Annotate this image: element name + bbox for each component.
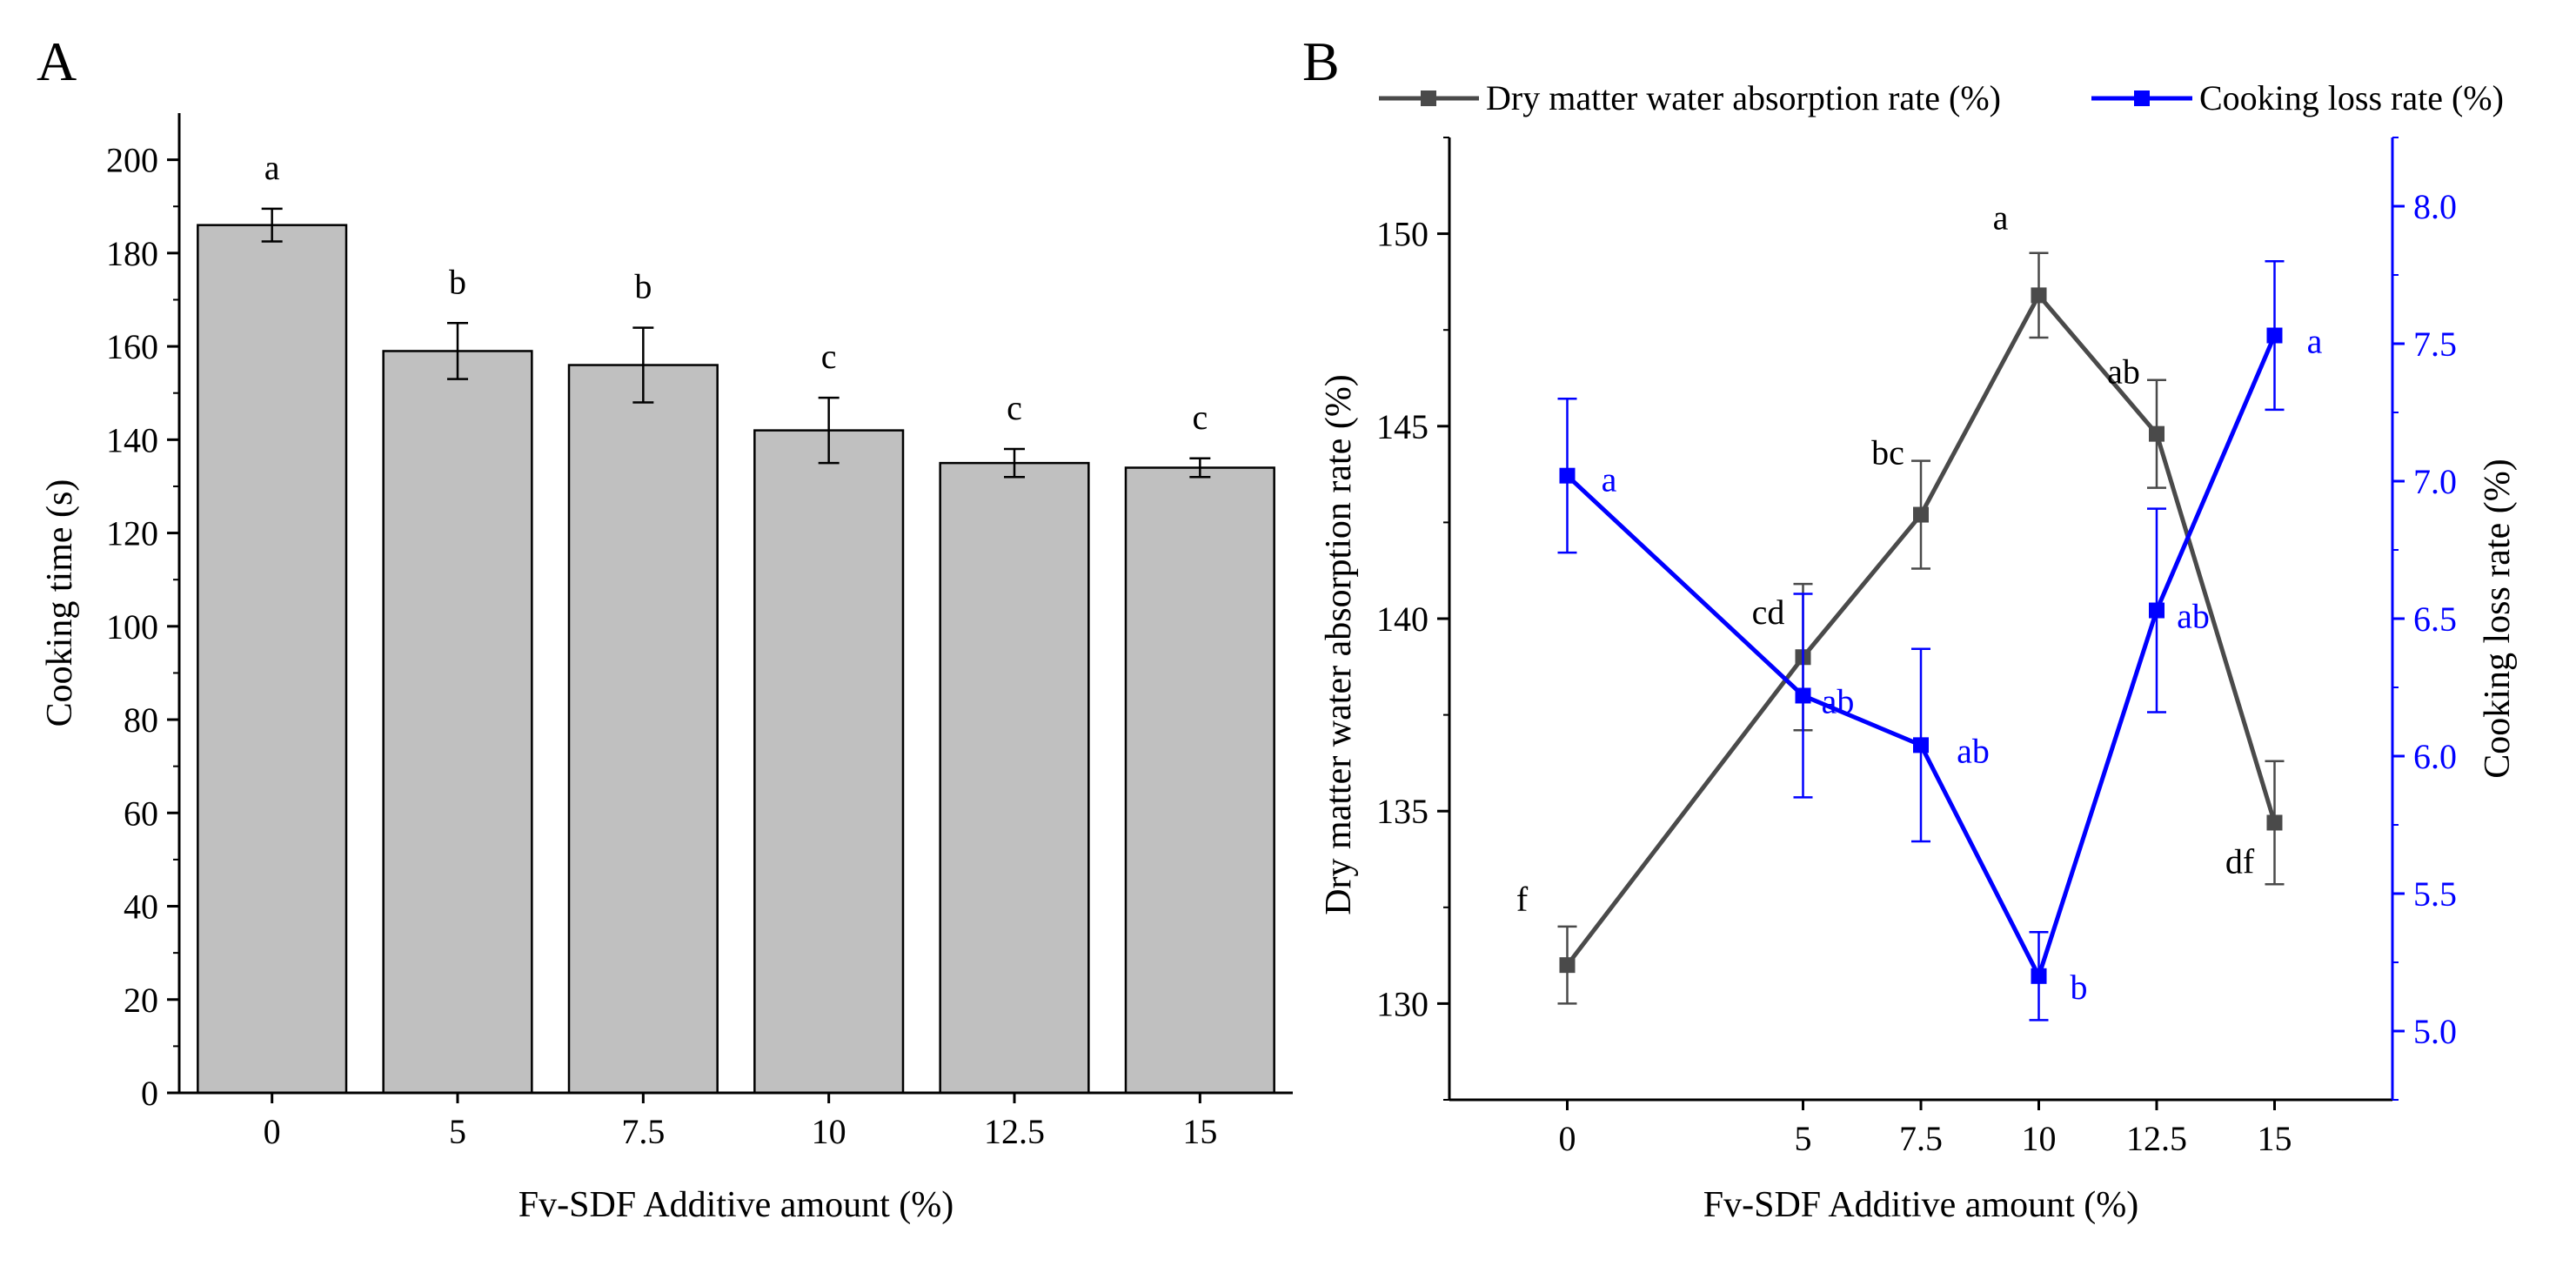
significance-label: a xyxy=(1602,460,1617,499)
panel-b-x-axis-title: Fv-SDF Additive amount (%) xyxy=(1703,1185,2139,1225)
panel-b-legend: Dry matter water absorption rate (%) Coo… xyxy=(1379,78,2504,117)
panel-a-y-tick-label: 80 xyxy=(124,700,158,740)
panel-a-x-tick-label: 10 xyxy=(812,1112,846,1151)
panel-a-y-tick-label: 100 xyxy=(106,607,158,646)
panel-a-letter: A xyxy=(37,30,77,92)
significance-label: ab xyxy=(2177,597,2210,636)
panel-a-y-tick-label: 20 xyxy=(124,981,158,1020)
data-point xyxy=(2149,425,2165,442)
panel-a-bars: a b b c c c xyxy=(197,148,1275,1095)
panel-a-x-tick-label: 5 xyxy=(449,1112,466,1151)
panel-a-y-tick-label: 140 xyxy=(106,420,158,459)
panel-a-y-tick-label: 60 xyxy=(124,794,158,833)
panel-b-left-y-tick-label: 135 xyxy=(1376,792,1429,831)
significance-label-7.5: b xyxy=(634,267,652,306)
data-point xyxy=(1559,467,1576,484)
panel-b-right-y-tick-label: 6.0 xyxy=(2413,737,2457,776)
panel-a-y-tick-label: 160 xyxy=(106,327,158,366)
data-point xyxy=(1913,737,1929,754)
significance-label: bc xyxy=(1871,433,1904,472)
panel-b-x-tick-label: 0 xyxy=(1559,1119,1576,1158)
bar-10 xyxy=(753,429,905,1095)
significance-label-15: c xyxy=(1192,398,1208,437)
panel-b-right-y-axis-title: Cooking loss rate (%) xyxy=(2478,459,2518,778)
data-point xyxy=(2266,814,2283,831)
panel-a-y-tick-label: 40 xyxy=(124,888,158,927)
panel-a-y-tick-label: 0 xyxy=(141,1074,158,1113)
panel-b-right-y-tick-label: 7.0 xyxy=(2413,462,2457,501)
panel-a-y-tick-label: 200 xyxy=(106,141,158,180)
panel-b-right-y-tick-label: 8.0 xyxy=(2413,187,2457,226)
panel-b-right-y-tick-label: 5.5 xyxy=(2413,874,2457,914)
panel-a-y-tick-label: 120 xyxy=(106,514,158,553)
bar-7.5 xyxy=(567,364,719,1095)
legend-label-absorption: Dry matter water absorption rate (%) xyxy=(1486,78,2001,117)
legend-marker-square-cooking-loss xyxy=(2134,90,2150,106)
data-point xyxy=(2031,287,2047,304)
bar-12.5 xyxy=(939,461,1090,1095)
series-line-cooking-loss xyxy=(1565,334,2277,982)
panel-b-x-tick-label: 10 xyxy=(2022,1119,2057,1158)
panel-b-x-tick-label: 12.5 xyxy=(2126,1119,2187,1158)
panel-b-left-y-tick-label: 145 xyxy=(1376,407,1429,446)
panel-b-absorption-loss-chart: B Dry matter water absorption rate (%) C… xyxy=(1302,30,2518,1225)
legend-marker-square-absorption xyxy=(1421,90,1436,106)
data-point xyxy=(1913,506,1929,523)
significance-label: b xyxy=(2071,968,2088,1007)
panel-b-series: f cd bc a ab df a ab ab b ab a xyxy=(1516,198,2323,1022)
significance-label-0: a xyxy=(264,148,280,187)
panel-b-right-y-tick-label: 6.5 xyxy=(2413,600,2457,639)
significance-label-12.5: c xyxy=(1007,388,1022,427)
significance-label: a xyxy=(1993,198,2009,237)
significance-label: a xyxy=(2307,322,2323,361)
panel-a-y-tick-label: 180 xyxy=(106,234,158,273)
data-point xyxy=(2031,968,2047,984)
panel-b-axes: 130 135 140 145 150 5.0 5.5 6.0 6.5 7.0 7.5 8.0 0 5 7.… xyxy=(1376,137,2457,1158)
legend-label-cooking-loss: Cooking loss rate (%) xyxy=(2199,78,2504,117)
panel-b-left-y-axis-title: Dry matter water absorption rate (%) xyxy=(1319,374,1359,915)
series-cooking-loss: a ab ab b ab a xyxy=(1557,259,2323,1022)
data-point xyxy=(2149,602,2165,619)
panel-b-x-tick-label: 15 xyxy=(2258,1119,2292,1158)
panel-b-x-tick-label: 7.5 xyxy=(1899,1119,1943,1158)
panel-b-right-y-tick-label: 5.0 xyxy=(2413,1012,2457,1051)
significance-label: ab xyxy=(1822,681,1855,720)
significance-label: ab xyxy=(2107,352,2140,392)
panel-a-x-axis-title: Fv-SDF Additive amount (%) xyxy=(519,1185,954,1225)
panel-a-x-tick-label: 15 xyxy=(1182,1112,1217,1151)
panel-a-x-tick-label: 12.5 xyxy=(984,1112,1045,1151)
panel-a-x-tick-label: 0 xyxy=(264,1112,281,1151)
panel-b-left-y-tick-label: 140 xyxy=(1376,600,1429,639)
bar-15 xyxy=(1124,466,1275,1095)
panel-a-cooking-time-chart: A a b b c c c 0 20 40 60 80 100 120 140 160 180 200 0 5 7.… xyxy=(37,30,1293,1225)
series-line-absorption xyxy=(1565,291,2277,967)
significance-label-5: b xyxy=(449,262,466,301)
data-point xyxy=(1795,687,1811,704)
bar-5 xyxy=(382,350,533,1095)
significance-label: df xyxy=(2225,841,2255,881)
significance-label: ab xyxy=(1957,731,1990,770)
panel-a-x-tick-label: 7.5 xyxy=(621,1112,665,1151)
bar-0 xyxy=(197,224,348,1095)
panel-a-axes: 0 20 40 60 80 100 120 140 160 180 200 0 5 7.5 10 12.5 15 xyxy=(106,113,1293,1151)
panel-a-y-axis-title: Cooking time (s) xyxy=(40,479,80,727)
panel-b-right-y-tick-label: 7.5 xyxy=(2413,325,2457,364)
significance-label: f xyxy=(1516,880,1529,919)
data-point xyxy=(2266,327,2283,344)
panel-b-letter: B xyxy=(1302,30,1340,92)
data-point xyxy=(1559,957,1576,974)
significance-label: cd xyxy=(1752,593,1785,632)
panel-b-left-y-tick-label: 150 xyxy=(1376,215,1429,254)
panel-b-x-tick-label: 5 xyxy=(1795,1119,1812,1158)
significance-label-10: c xyxy=(821,337,837,376)
panel-b-left-y-tick-label: 130 xyxy=(1376,984,1429,1023)
